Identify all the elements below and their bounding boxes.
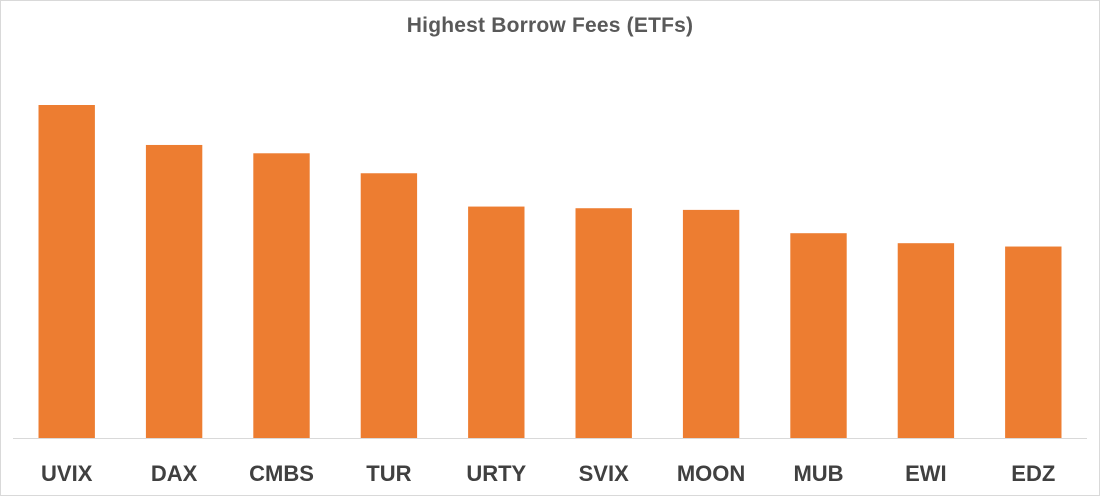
bar-ewi xyxy=(897,243,955,438)
x-tick-label-urty: URTY xyxy=(466,461,526,486)
bar-moon xyxy=(682,209,740,438)
bar-urty xyxy=(468,206,525,438)
chart-title: Highest Borrow Fees (ETFs) xyxy=(406,14,694,37)
bar-tur xyxy=(360,173,418,438)
x-tick-label-dax: DAX xyxy=(151,461,198,486)
x-tick-label-tur: TUR xyxy=(366,461,411,486)
bar-cmbs xyxy=(253,153,310,439)
x-tick-label-ewi: EWI xyxy=(905,461,947,486)
x-tick-label-mub: MUB xyxy=(793,461,843,486)
x-tick-label-moon: MOON xyxy=(677,461,745,486)
x-tick-label-edz: EDZ xyxy=(1011,461,1055,486)
x-tick-labels-group: UVIX DAX CMBS TUR URTY SVIX MOON MUB EWI EDZ xyxy=(41,461,1055,486)
bar-uvix xyxy=(38,105,95,438)
bar-dax xyxy=(145,144,203,438)
bar-edz xyxy=(1005,246,1062,438)
x-tick-label-uvix: UVIX xyxy=(41,461,93,486)
bar-mub xyxy=(790,233,847,438)
bar-svix xyxy=(575,208,632,438)
x-tick-label-svix: SVIX xyxy=(579,461,629,486)
x-tick-label-cmbs: CMBS xyxy=(249,461,314,486)
bars-group xyxy=(38,105,1062,439)
